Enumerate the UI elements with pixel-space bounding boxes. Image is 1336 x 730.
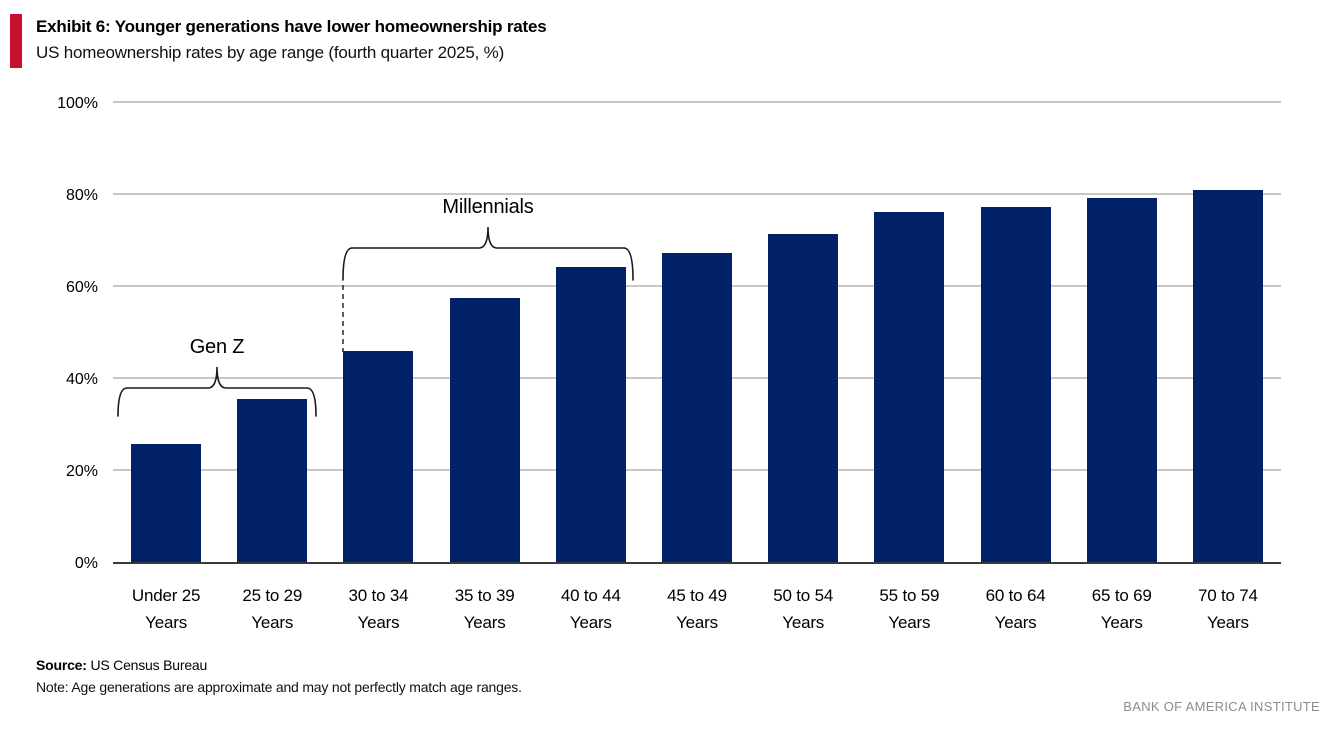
bar-55-to-59-years xyxy=(874,212,945,562)
bar-under-25-years xyxy=(131,443,202,562)
title-accent-bar xyxy=(10,14,22,68)
bar-65-to-69-years xyxy=(1086,197,1157,562)
annotation-millennials-label: Millennials xyxy=(442,196,534,218)
gridline-100 xyxy=(113,101,1281,103)
x-tick-label-6: 45 to 49 Years xyxy=(667,586,727,632)
y-tick-label-100: 100% xyxy=(57,95,98,112)
chart-subtitle: US homeownership rates by age range (fou… xyxy=(36,43,505,62)
bar-45-to-49-years xyxy=(662,252,732,562)
x-tick-label-5: 40 to 44 Years xyxy=(560,586,621,632)
bar-50-to-54-years xyxy=(768,233,839,562)
note-text: Note: Age generations are approximate an… xyxy=(36,679,522,695)
bar-70-to-74-years xyxy=(1192,189,1263,562)
x-tick-label-2: 25 to 29 Years xyxy=(242,586,303,632)
y-tick-label-60: 60% xyxy=(65,279,98,296)
x-tick-label-8: 55 to 59 Years xyxy=(879,586,940,632)
x-axis: Under 25 Years 25 to 29 Years 30 to 34 Years 3… xyxy=(113,582,1281,638)
x-tick-label-3: 30 to 34 Years xyxy=(348,586,409,632)
source-label: Source: xyxy=(36,657,87,673)
x-tick-label-9: 60 to 64 Years xyxy=(985,586,1046,632)
x-tick-label-7: 50 to 54 Years xyxy=(773,586,834,632)
bar-30-to-34-years xyxy=(343,350,414,562)
bar-25-to-29-years xyxy=(237,399,308,562)
bar-35-to-39-years xyxy=(449,298,520,562)
bar-60-to-64-years xyxy=(980,207,1051,562)
x-tick-label-1: Under 25 Years xyxy=(131,586,201,632)
brand-text: BANK OF AMERICA INSTITUTE xyxy=(1123,699,1320,714)
bar-40-to-44-years xyxy=(555,266,626,562)
y-tick-label-40: 40% xyxy=(65,371,98,388)
x-tick-label-10: 65 to 69 Years xyxy=(1091,586,1152,632)
x-tick-label-11: 70 to 74 Years xyxy=(1197,586,1258,632)
gridline-80 xyxy=(113,193,1281,195)
y-axis: 0% 20% 40% 60% 80% 100% xyxy=(28,95,98,572)
plot-area: Gen Z Millennials xyxy=(113,101,1281,564)
annotation-genz-label: Gen Z xyxy=(189,336,245,358)
y-tick-label-20: 20% xyxy=(65,463,98,480)
source-line: Source: US Census Bureau xyxy=(36,656,207,674)
source-text: US Census Bureau xyxy=(90,657,208,673)
y-tick-label-80: 80% xyxy=(65,187,98,204)
x-tick-label-4: 35 to 39 Years xyxy=(454,586,515,632)
y-tick-label-0: 0% xyxy=(74,555,98,572)
exhibit-title: Exhibit 6: Younger generations have lowe… xyxy=(36,17,547,36)
